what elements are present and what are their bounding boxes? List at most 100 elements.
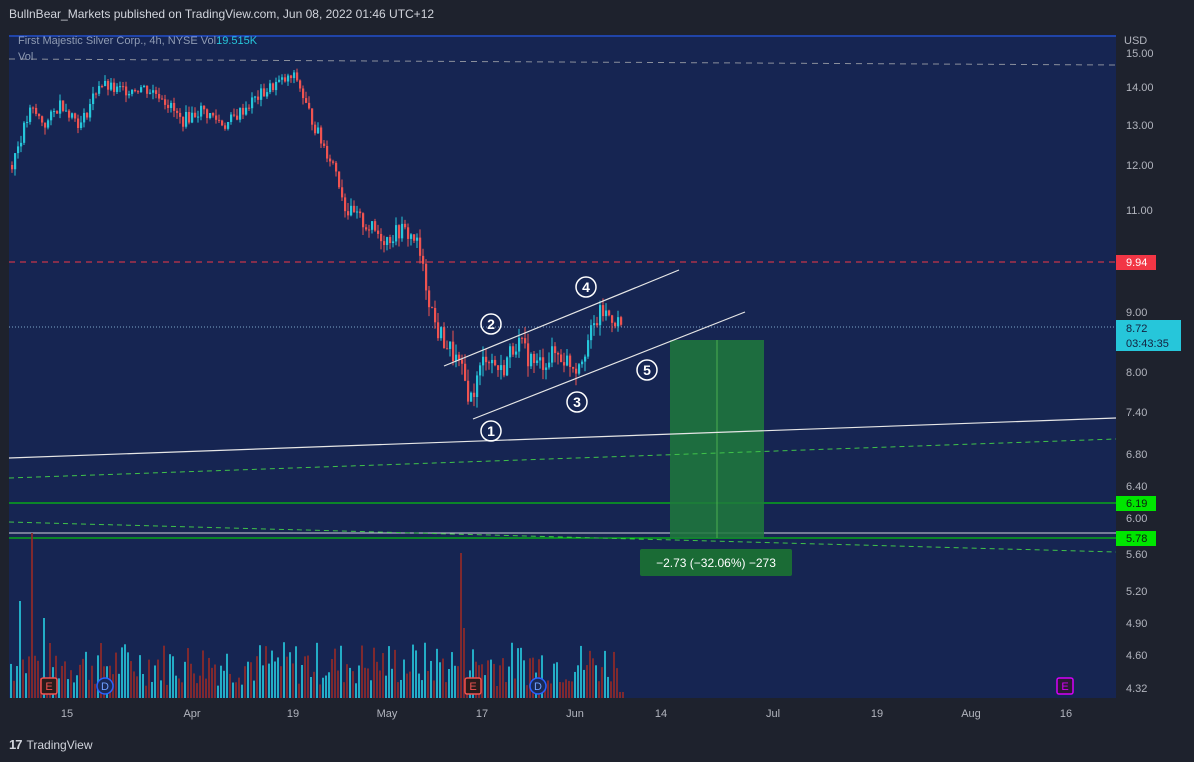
volume-bar bbox=[163, 645, 165, 698]
candle-body bbox=[455, 354, 458, 362]
candle-body bbox=[524, 338, 527, 344]
volume-bar bbox=[604, 650, 606, 698]
candle-body bbox=[362, 213, 365, 228]
volume-bar bbox=[364, 667, 366, 698]
candle-body bbox=[566, 355, 569, 366]
candle-body bbox=[221, 120, 224, 126]
tradingview-footer[interactable]: 17 TradingView bbox=[9, 737, 93, 752]
volume-bar bbox=[325, 675, 327, 698]
volume-bar bbox=[400, 679, 402, 698]
volume-bar bbox=[463, 628, 465, 698]
candle-body bbox=[341, 187, 344, 198]
candle-body bbox=[407, 227, 410, 239]
volume-bar bbox=[304, 656, 306, 698]
earnings-marker-2-box bbox=[464, 677, 482, 695]
volume-bar bbox=[622, 692, 624, 698]
candle-body bbox=[131, 89, 134, 94]
volume-bar bbox=[409, 671, 411, 698]
candle-body bbox=[539, 357, 542, 361]
candle-body bbox=[353, 205, 356, 213]
candle-body bbox=[335, 162, 338, 172]
candle-body bbox=[278, 79, 281, 82]
volume-bar bbox=[82, 658, 84, 698]
volume-bar bbox=[457, 666, 459, 698]
volume-bar bbox=[226, 653, 228, 698]
volume-bar bbox=[553, 663, 555, 698]
current-price-text: 8.72 bbox=[1126, 323, 1147, 335]
price-axis[interactable] bbox=[1116, 30, 1194, 728]
candle-body bbox=[188, 112, 191, 123]
volume-bar bbox=[190, 663, 192, 698]
volume-bar bbox=[247, 661, 249, 698]
volume-bar bbox=[271, 650, 273, 698]
dividend-marker-2-letter: D bbox=[534, 681, 542, 693]
volume-bar bbox=[172, 656, 174, 698]
volume-bar bbox=[433, 680, 435, 698]
candle-body bbox=[464, 363, 467, 381]
volume-bars bbox=[10, 533, 624, 698]
candle-body bbox=[164, 99, 167, 105]
volume-bar bbox=[193, 673, 195, 698]
volume-bar bbox=[526, 685, 528, 698]
volume-bar bbox=[313, 671, 315, 698]
candle-body bbox=[17, 146, 20, 154]
volume-bar bbox=[139, 655, 141, 698]
volume-bar bbox=[571, 681, 573, 698]
candle-body bbox=[92, 93, 95, 105]
candle-body bbox=[500, 365, 503, 371]
red-level-badge-text: 9.94 bbox=[1126, 257, 1147, 269]
candlesticks bbox=[11, 68, 623, 408]
volume-bar bbox=[349, 667, 351, 698]
volume-bar bbox=[91, 665, 93, 698]
candle-body bbox=[533, 353, 536, 363]
volume-bar bbox=[532, 657, 534, 698]
earnings-marker-2: E bbox=[464, 677, 482, 695]
volume-bar bbox=[259, 645, 261, 698]
volume-bar bbox=[574, 671, 576, 698]
candle-body bbox=[404, 223, 407, 228]
candle-body bbox=[434, 307, 437, 323]
candle-body bbox=[158, 93, 161, 99]
volume-bar bbox=[319, 684, 321, 698]
candle-body bbox=[302, 88, 305, 99]
candle-body bbox=[386, 237, 389, 246]
volume-bar bbox=[151, 681, 153, 698]
candle-body bbox=[206, 109, 209, 118]
volume-bar bbox=[79, 664, 81, 698]
candle-body bbox=[359, 211, 362, 214]
candle-body bbox=[146, 85, 149, 94]
volume-bar bbox=[100, 643, 102, 698]
volume-bar bbox=[55, 655, 57, 698]
price-tick-label: 4.32 bbox=[1126, 683, 1147, 695]
future-earnings-letter: E bbox=[1061, 681, 1068, 693]
volume-bar bbox=[175, 675, 177, 698]
candle-body bbox=[488, 362, 491, 364]
volume-bar bbox=[70, 670, 72, 698]
candle-body bbox=[377, 230, 380, 234]
candle-body bbox=[506, 357, 509, 376]
time-tick-label: Aug bbox=[961, 708, 981, 720]
green-level-badge-2-text: 5.78 bbox=[1126, 533, 1147, 545]
candle-body bbox=[467, 380, 470, 402]
volume-bar bbox=[586, 665, 588, 698]
volume-bar bbox=[217, 685, 219, 698]
time-tick-label: Jun bbox=[566, 708, 584, 720]
volume-bar bbox=[559, 681, 561, 698]
candle-body bbox=[68, 110, 71, 118]
volume-bar bbox=[253, 680, 255, 698]
volume-bar bbox=[331, 659, 333, 698]
candle-body bbox=[491, 359, 494, 364]
candle-body bbox=[140, 87, 143, 93]
candle-body bbox=[398, 225, 401, 239]
candle-body bbox=[443, 327, 446, 349]
chart-plot-area[interactable] bbox=[9, 35, 1116, 698]
volume-bar bbox=[283, 642, 285, 698]
brand-name: TradingView bbox=[26, 737, 93, 752]
volume-bar bbox=[13, 680, 15, 698]
candle-body bbox=[263, 88, 266, 97]
dividend-marker-2-circle bbox=[529, 677, 547, 695]
green-level-badge-2-bg bbox=[1116, 531, 1156, 546]
time-axis[interactable] bbox=[9, 698, 1116, 728]
